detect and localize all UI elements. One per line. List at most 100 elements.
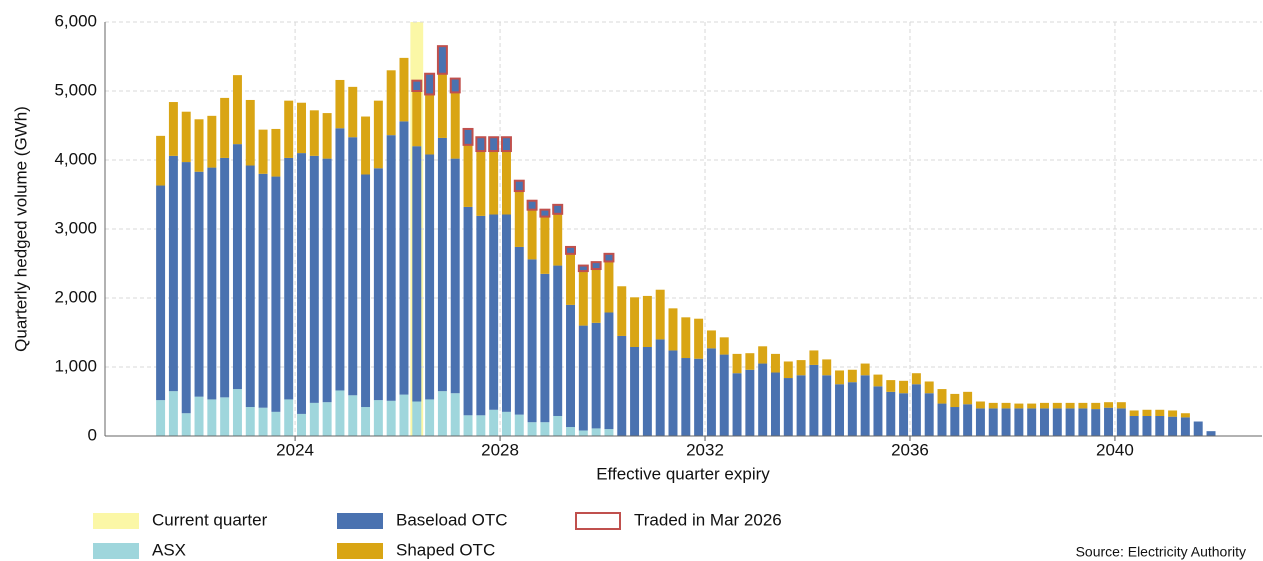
bar-segment [309,110,319,156]
bar-segment [809,350,819,365]
bar-segment [335,390,345,436]
bar-segment [476,151,486,216]
bar-segment [604,312,614,430]
bar-segment [297,413,306,436]
bar-segment [617,286,627,336]
bar-segment [719,354,729,436]
bar-segment [373,100,383,169]
bar-segment [835,384,845,436]
bar-segment [168,155,178,392]
bar-segment [770,353,780,373]
bar-segment [412,146,422,402]
y-tick-label: 0 [88,425,97,444]
bar-segment [322,158,332,403]
bar-segment [1001,402,1011,409]
bar-segment [630,297,640,347]
x-tick-label: 2024 [276,440,314,459]
bar-segment [258,129,268,174]
bar-segment [463,144,473,207]
bar-segment [309,402,319,436]
bar-segment [732,373,742,436]
bar-segment [284,100,294,158]
bar-segment [437,73,447,138]
bar-segment [463,415,473,436]
bar-segment [194,396,204,436]
bar-segment [822,359,832,376]
bar-segment [565,245,576,255]
bar-segment [1206,431,1216,436]
bar-segment [425,94,435,155]
bar-segment [681,358,691,436]
bar-segment [335,128,345,391]
bar-segment [168,102,178,156]
bar-segment [527,422,537,436]
bar-segment [475,136,487,153]
legend-label: Current quarter [152,510,268,529]
bar-segment [1040,408,1049,436]
bar-segment [1065,408,1075,436]
bar-segment [489,151,499,215]
bar-segment [911,384,921,436]
y-tick-label: 2,000 [54,287,97,306]
bar-segment [399,57,409,122]
legend-swatch [93,513,139,529]
bar-segment [412,91,422,147]
bar-segment [476,415,486,436]
bar-segment [1052,402,1062,409]
bar-segment [245,165,255,408]
legend-label: Baseload OTC [396,510,508,529]
bar-segment [373,400,383,436]
bar-segment [924,381,934,394]
bar-segment [476,215,486,416]
bar-segment [220,397,230,436]
bar-segment [335,79,345,129]
bar-segment [1104,402,1114,408]
bar-segment [1180,413,1190,418]
bar-segment [578,271,588,326]
bar-segment [796,375,806,436]
bar-segment [194,171,204,397]
bar-segment [899,380,909,394]
bar-segment [513,179,525,193]
bar-segment [297,153,306,414]
bar-segment [847,382,857,436]
bar-segment [284,399,294,436]
bar-segment [566,304,575,428]
bar-segment [1180,417,1190,436]
bar-segment [514,414,524,436]
bar-segment [1142,415,1152,436]
bar-segment [271,411,281,436]
legend-swatch [337,513,383,529]
bar-segment [886,380,896,392]
bar-segment [783,378,793,436]
bar-segment [1001,408,1011,436]
bar-segment [181,162,191,414]
bar-segment [694,358,704,436]
bar-segment [873,374,883,387]
bar-segment [436,45,448,75]
bar-segment [553,415,563,436]
bar-segment [1155,415,1165,436]
legend-swatch [337,543,383,559]
source-note: Source: Electricity Authority [1076,544,1246,560]
bar-segment [924,393,934,436]
x-tick-label: 2036 [891,440,929,459]
bar-segment [1052,408,1062,436]
bar-segment [348,86,358,138]
bar-segment [245,407,255,436]
bar-segment [950,407,960,436]
bar-segment [168,391,178,436]
bar-segment [462,127,474,146]
bar-segment [488,136,500,153]
bar-segment [489,409,499,436]
bar-segment [232,144,242,390]
bar-segment [399,121,409,395]
bar-segment [822,375,832,436]
bar-segment [591,269,601,323]
bar-segment [232,389,242,436]
bar-segment [745,369,755,436]
bar-segment [245,99,255,166]
bar-segment [732,353,742,374]
bar-segment [873,386,883,436]
bar-segment [655,339,665,436]
